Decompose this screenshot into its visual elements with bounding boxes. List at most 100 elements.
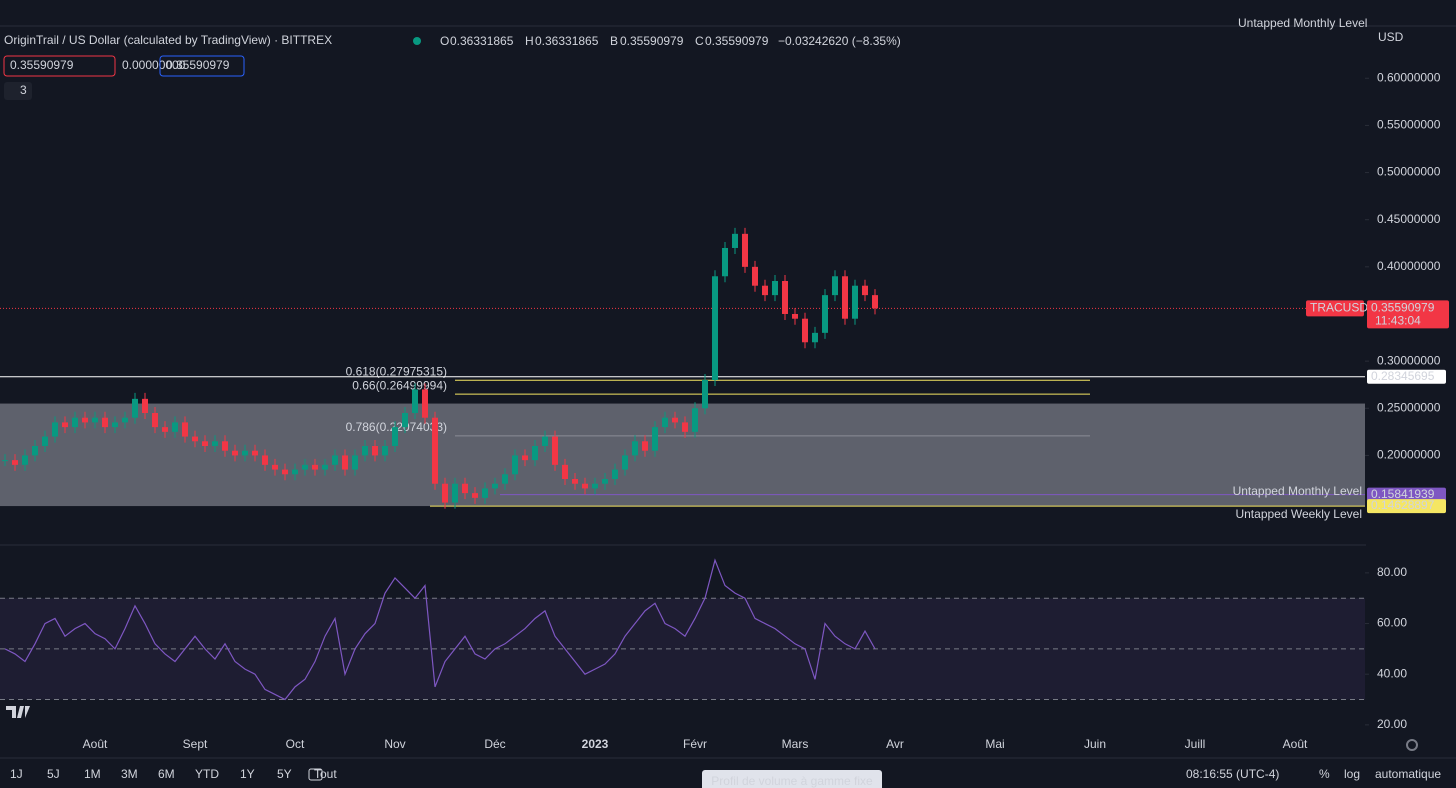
candle xyxy=(52,422,58,437)
candle xyxy=(162,427,168,432)
candle xyxy=(602,478,608,484)
range-button[interactable]: 3M xyxy=(121,767,138,781)
range-button[interactable]: 1M xyxy=(84,767,101,781)
price-tag-label: 0.35590979 xyxy=(1371,301,1435,315)
ohlc-label: O xyxy=(440,34,449,48)
candle xyxy=(132,398,138,418)
y-tick-label: 80.00 xyxy=(1377,565,1407,579)
candle xyxy=(182,422,188,437)
candle xyxy=(632,441,638,456)
range-button[interactable]: 5J xyxy=(47,767,60,781)
candle xyxy=(562,464,568,479)
candle xyxy=(82,417,88,423)
candle xyxy=(792,313,798,319)
x-tick-label: Oct xyxy=(286,737,305,751)
candle xyxy=(392,427,398,446)
candle xyxy=(252,450,258,456)
y-tick-label: 20.00 xyxy=(1377,717,1407,731)
x-tick-label: 2023 xyxy=(582,737,609,751)
candle xyxy=(572,478,578,484)
candle xyxy=(2,460,8,462)
candle xyxy=(872,295,878,309)
ohlc-value: 0.35590979 xyxy=(705,34,769,48)
clock: 08:16:55 (UTC-4) xyxy=(1186,767,1279,781)
candle xyxy=(332,455,338,465)
bid: 0.35590979 xyxy=(10,58,74,72)
candle xyxy=(32,445,38,456)
range-button[interactable]: 6M xyxy=(158,767,175,781)
symbol-tag-label: TRACUSD xyxy=(1310,301,1368,315)
ohlc-label: B xyxy=(610,34,618,48)
candle xyxy=(752,266,758,286)
range-button[interactable]: Tout xyxy=(314,767,337,781)
settings-icon[interactable] xyxy=(1406,739,1418,751)
candle xyxy=(812,332,818,343)
top-note: Untapped Monthly Level xyxy=(1238,16,1367,30)
indicators-count[interactable]: 3 xyxy=(20,83,27,97)
log-button[interactable]: log xyxy=(1344,767,1360,781)
range-button[interactable]: 1J xyxy=(10,767,23,781)
candle xyxy=(292,469,298,475)
candle xyxy=(862,285,868,296)
level-note: Untapped Monthly Level xyxy=(1233,484,1362,498)
candle xyxy=(282,469,288,475)
ohlc-label: C xyxy=(695,34,704,48)
y-tick-label: 0.30000000 xyxy=(1377,353,1441,367)
candle xyxy=(62,422,68,428)
currency[interactable]: USD xyxy=(1378,30,1404,44)
candle xyxy=(322,464,328,470)
candle xyxy=(122,417,128,423)
candle xyxy=(662,417,668,428)
candle xyxy=(542,436,548,446)
x-tick-label: Nov xyxy=(384,737,405,751)
x-tick-label: Sept xyxy=(183,737,208,751)
candle xyxy=(442,483,448,503)
candle xyxy=(352,455,358,470)
bid-box xyxy=(3,55,116,77)
level-label: 0.618(0.27975315) xyxy=(346,364,447,378)
candle xyxy=(432,417,438,484)
tool-icon[interactable] xyxy=(308,768,323,781)
tv-logo-mark xyxy=(6,706,30,718)
candle xyxy=(522,455,528,461)
ohlc-value: 0.36331865 xyxy=(535,34,599,48)
level-label: 0.66(0.26499994) xyxy=(352,378,447,392)
candle xyxy=(372,445,378,456)
price-tag xyxy=(1367,300,1449,329)
x-tick-label: Avr xyxy=(886,737,904,751)
candle xyxy=(92,417,98,423)
candle xyxy=(502,474,508,484)
candle xyxy=(452,483,458,503)
range-button[interactable]: 1Y xyxy=(240,767,255,781)
candle xyxy=(592,483,598,489)
ohlc-label: H xyxy=(525,34,534,48)
candle xyxy=(712,276,718,380)
indicators-box[interactable] xyxy=(4,82,32,100)
candle xyxy=(422,389,428,418)
candle xyxy=(382,445,388,456)
candle xyxy=(342,455,348,470)
symbol-title: OriginTrail / US Dollar (calculated by T… xyxy=(4,33,332,47)
candle xyxy=(622,455,628,470)
candle xyxy=(512,455,518,475)
range-button[interactable]: 5Y xyxy=(277,767,292,781)
candle xyxy=(822,295,828,333)
auto-button[interactable]: automatique xyxy=(1375,767,1441,781)
candle xyxy=(552,436,558,465)
candle xyxy=(762,285,768,296)
level-tag-label: 0.15841939 xyxy=(1371,487,1435,501)
tooltip-box xyxy=(702,770,882,788)
x-tick-label: Juill xyxy=(1185,737,1206,751)
candle xyxy=(532,445,538,461)
candle xyxy=(12,460,18,465)
y-tick-label: 0.50000000 xyxy=(1377,165,1441,179)
range-button[interactable]: YTD xyxy=(195,767,219,781)
candle xyxy=(702,379,708,409)
candle xyxy=(312,464,318,470)
candle xyxy=(202,441,208,446)
level-tag xyxy=(1367,487,1446,502)
candle xyxy=(782,280,788,314)
candle xyxy=(582,483,588,489)
candle xyxy=(22,455,28,465)
percent-button[interactable]: % xyxy=(1319,767,1330,781)
